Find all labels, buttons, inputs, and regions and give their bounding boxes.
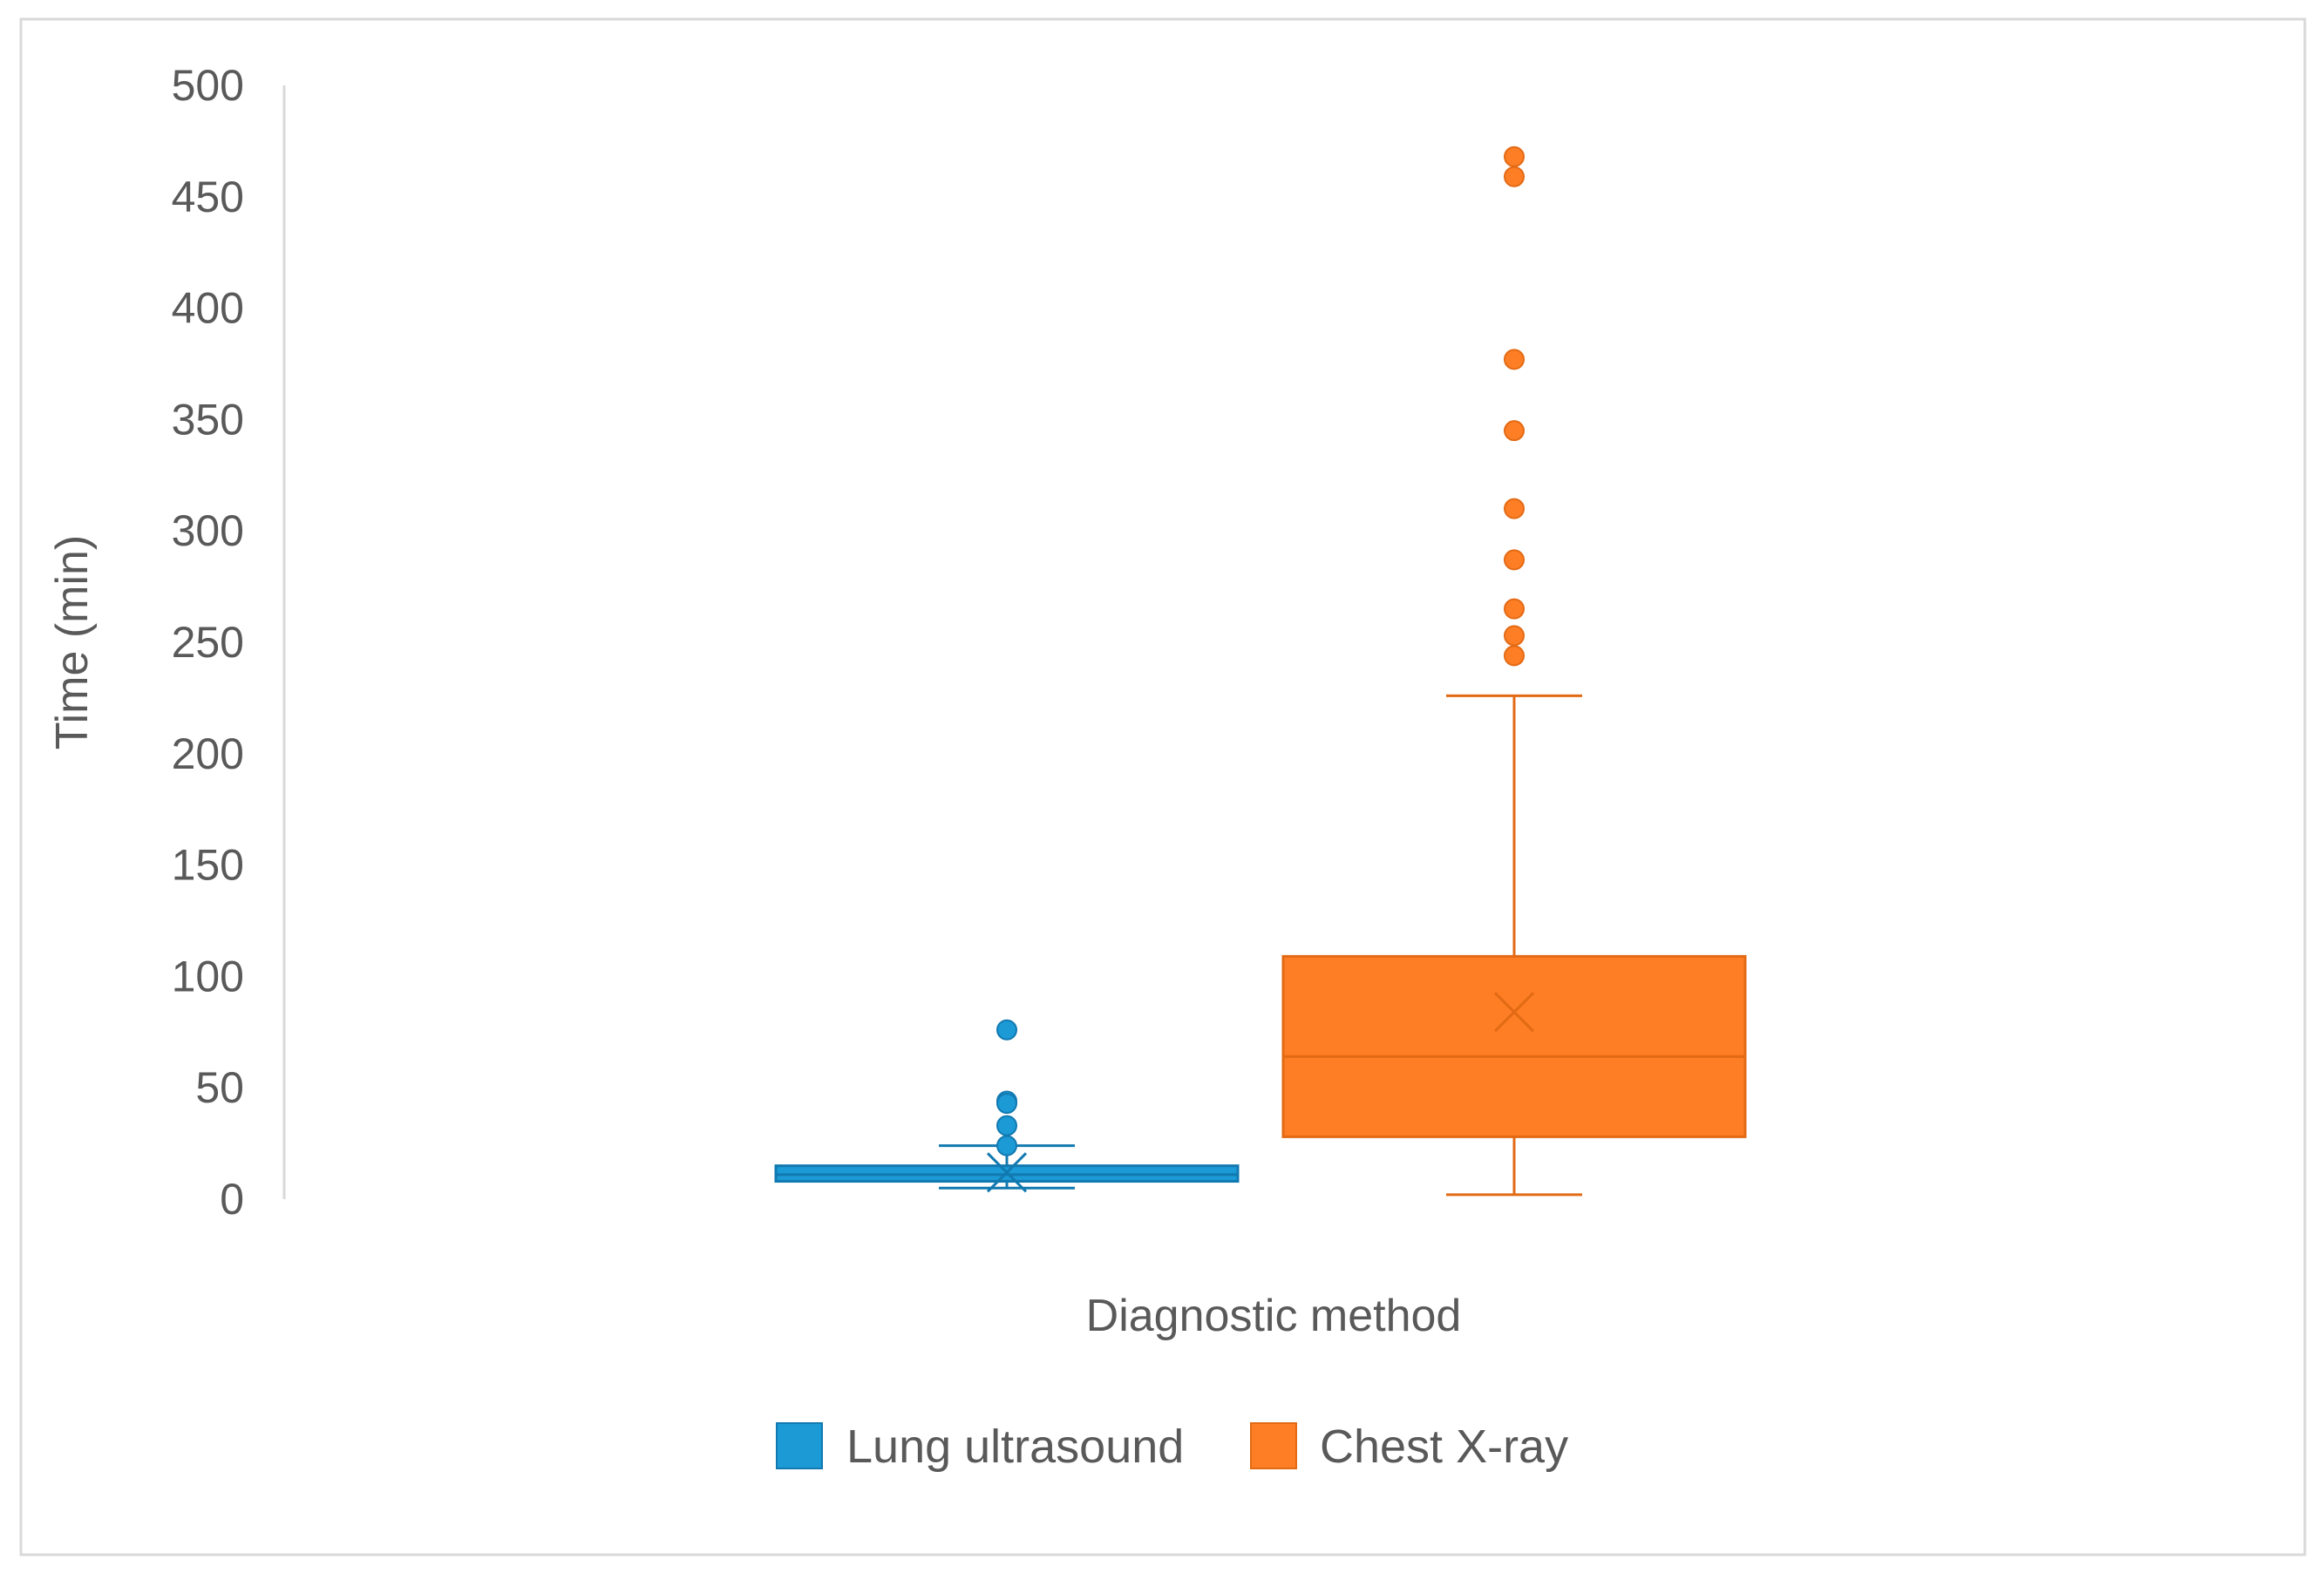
y-tick-label: 500 (172, 61, 244, 110)
outlier-point (996, 1115, 1017, 1136)
legend-item: Lung ultrasound (776, 1421, 1184, 1473)
y-tick-label: 150 (172, 841, 244, 890)
outlier-point (1504, 166, 1525, 187)
y-tick-label: 300 (172, 506, 244, 555)
legend-swatch (1250, 1422, 1297, 1469)
outlier-point (996, 1135, 1017, 1156)
outlier-point (996, 1019, 1017, 1041)
legend-swatch (776, 1422, 823, 1469)
y-tick-label: 450 (172, 173, 244, 221)
box-series-group (774, 146, 1747, 1197)
box-series (774, 1019, 1240, 1193)
y-tick-label: 400 (172, 284, 244, 333)
outlier-point (1504, 625, 1525, 647)
outlier-point (1504, 645, 1525, 667)
outlier-point (1504, 420, 1525, 442)
legend-label: Lung ultrasound (846, 1421, 1184, 1473)
chart-border (19, 17, 2307, 1556)
legend-item: Chest X-ray (1250, 1421, 1568, 1473)
outlier-point (1504, 598, 1525, 620)
outlier-point (1504, 549, 1525, 571)
y-tick-label: 0 (220, 1175, 244, 1224)
outlier-point (1504, 498, 1525, 519)
box-series (1281, 146, 1747, 1197)
y-tick-label: 200 (172, 729, 244, 778)
y-tick-label: 50 (195, 1063, 244, 1112)
outlier-point (1504, 349, 1525, 370)
outlier-point (996, 1093, 1017, 1115)
mean-marker (986, 1152, 1028, 1193)
legend-label: Chest X-ray (1320, 1421, 1568, 1473)
box-iqr (1281, 954, 1747, 1138)
x-axis-title: Diagnostic method (1086, 1291, 1462, 1341)
y-axis-ticks: 0 50 100 150 200 250 300 350 400 450 500 (172, 61, 244, 1224)
y-tick-label: 350 (172, 395, 244, 444)
y-tick-label: 100 (172, 952, 244, 1000)
outlier-point (1504, 146, 1525, 167)
y-tick-label: 250 (172, 618, 244, 667)
mean-marker (1493, 992, 1535, 1033)
legend: Lung ultrasound Chest X-ray (776, 1421, 1568, 1473)
y-axis-title: Time (min) (47, 535, 98, 750)
